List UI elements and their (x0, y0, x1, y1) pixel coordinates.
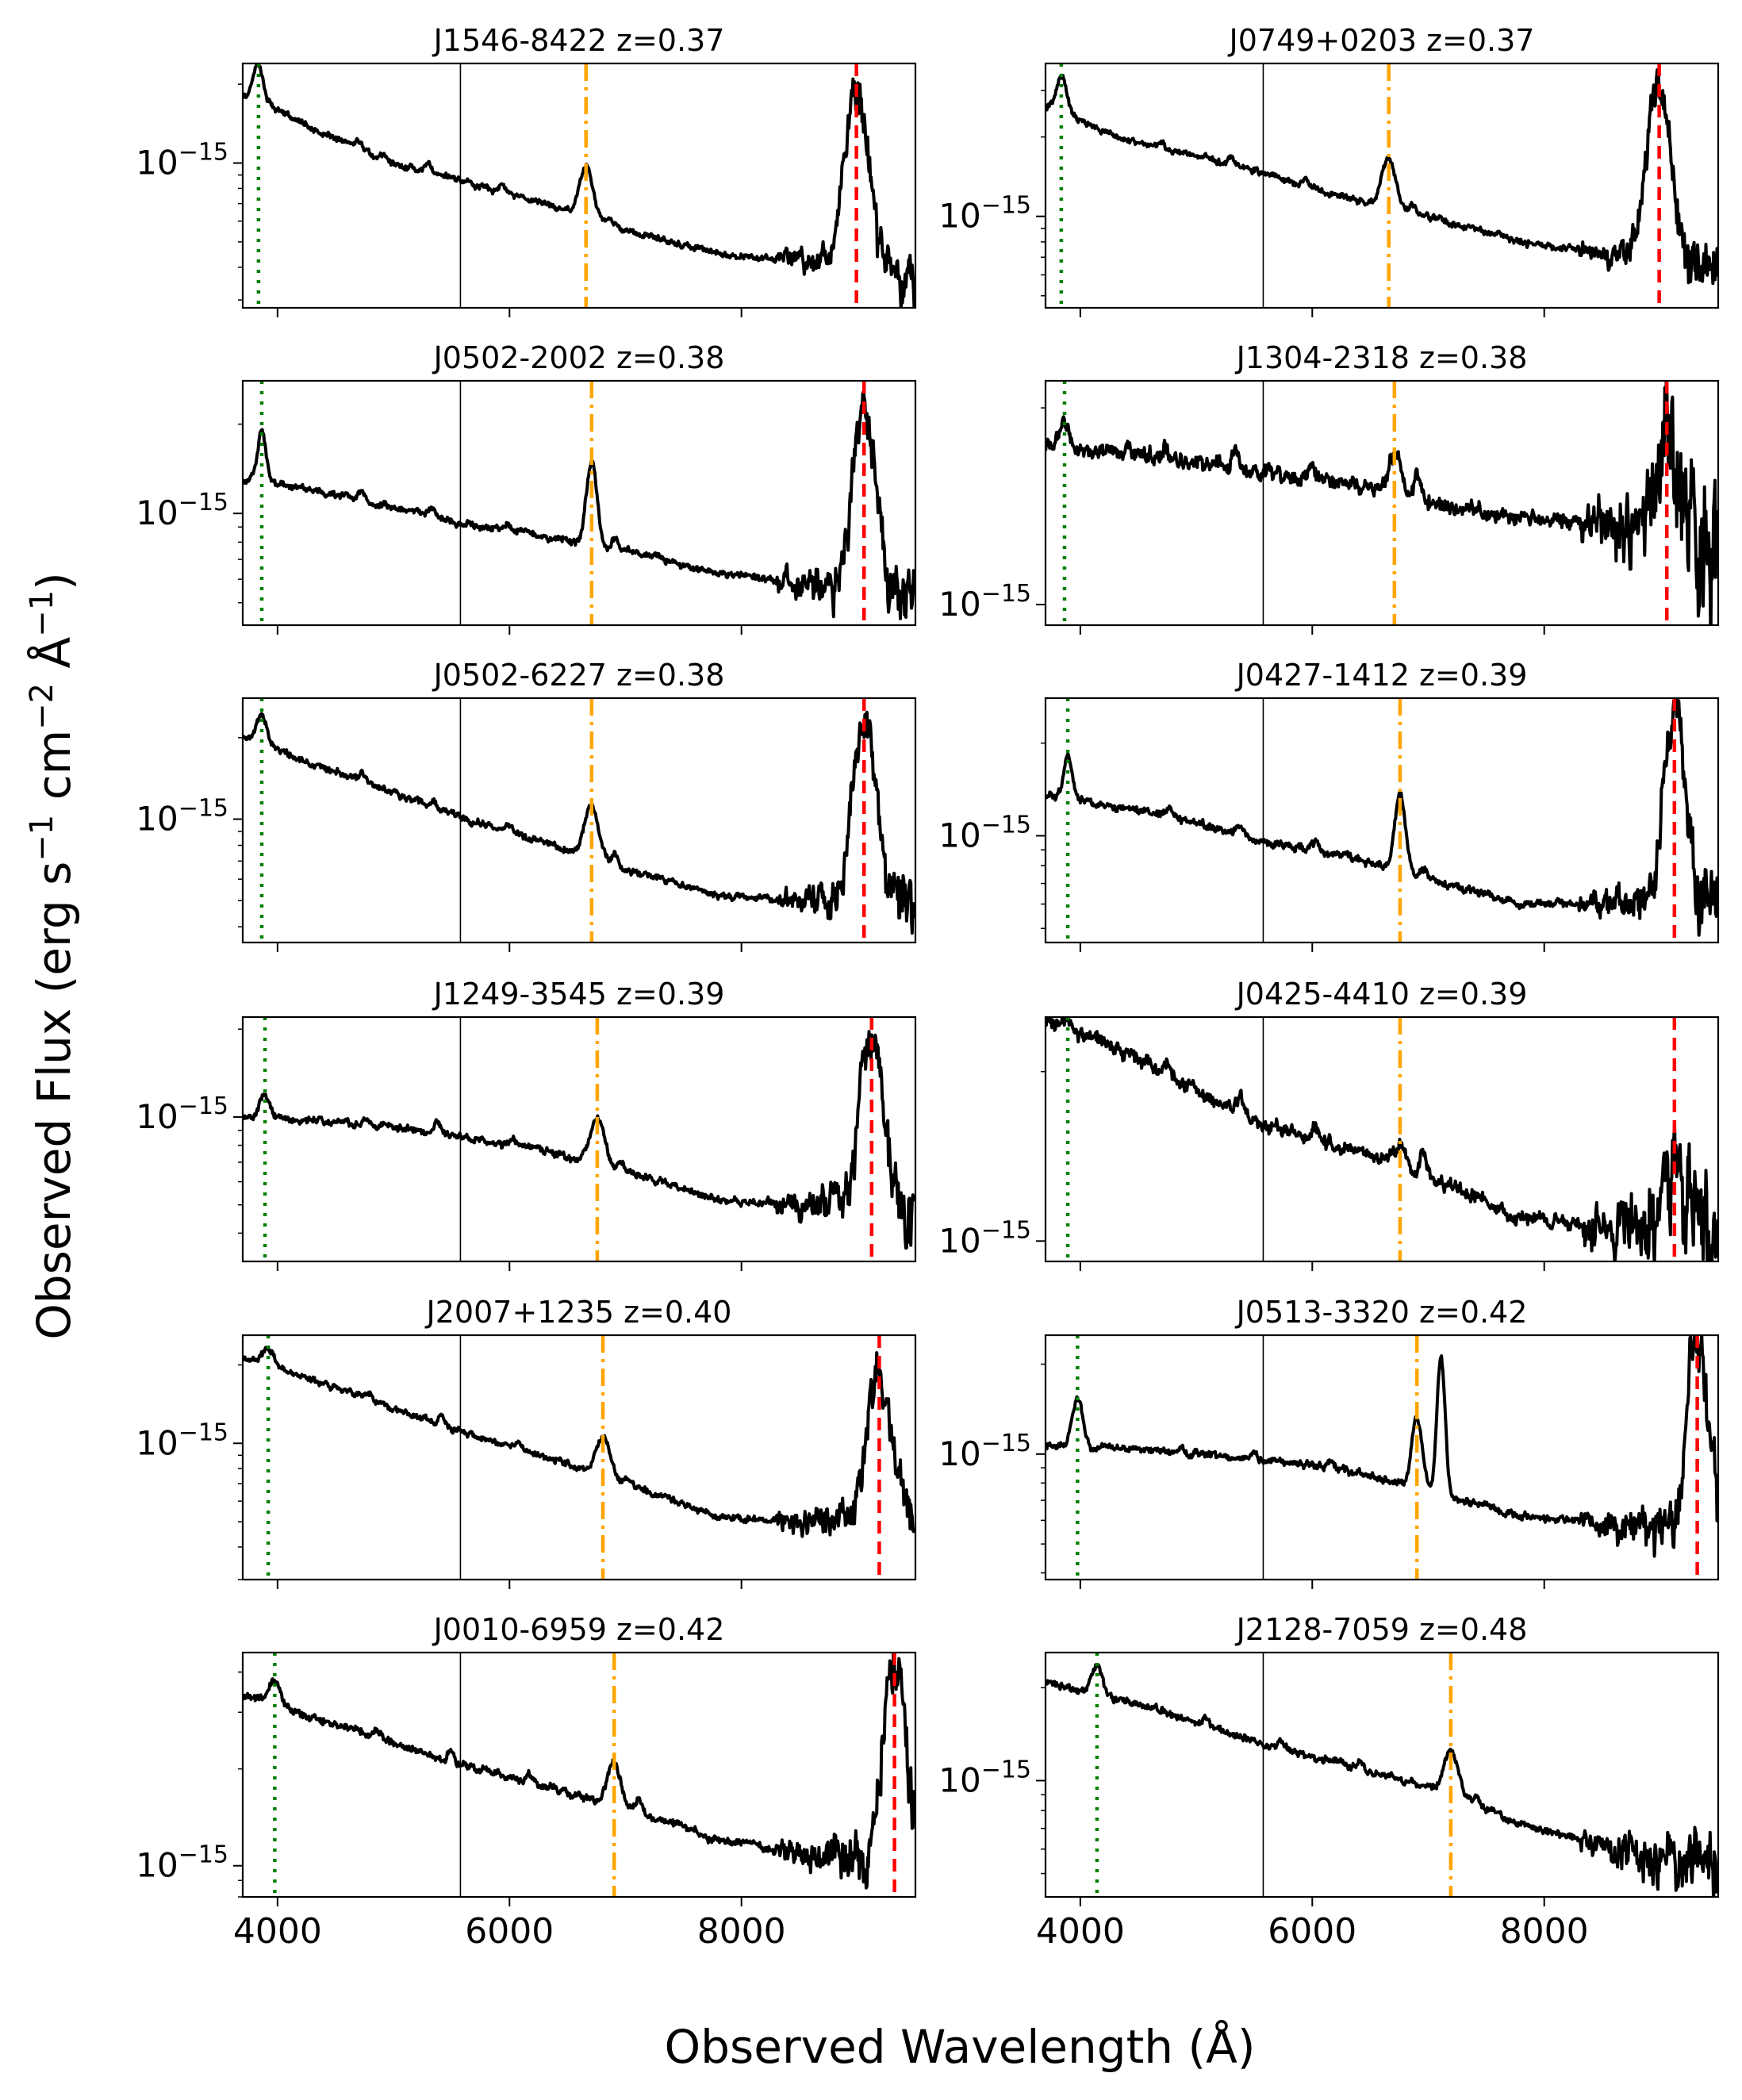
panel-frame (241, 1651, 917, 1898)
panel-title: J1249-3545 z=0.39 (432, 977, 725, 1012)
panel-title: J0502-6227 z=0.38 (432, 658, 725, 693)
x-tick-label: 8000 (1500, 1911, 1589, 1952)
x-tick-label: 8000 (697, 1911, 786, 1952)
panel-frame (1044, 1651, 1720, 1898)
panel-title: J0513-3320 z=0.42 (1235, 1295, 1528, 1330)
spectrum-panel: J0502-6227 z=0.38 10−15 (136, 658, 917, 952)
spectrum-line (243, 390, 915, 620)
y-axis-label: Observed Flux (erg s−1 cm−2 Å−1) (24, 572, 81, 1340)
y-tick-label: 10−15 (938, 580, 1031, 624)
panel-title: J2007+1235 z=0.40 (425, 1295, 732, 1330)
spectrum-panel: J0425-4410 z=0.39 10−15 (938, 977, 1720, 1271)
spectrum-panel: J0427-1412 z=0.39 10−15 (938, 658, 1720, 952)
spectrum-panel: J0749+0203 z=0.37 10−15 (938, 23, 1720, 317)
spectrum-line (243, 1030, 915, 1250)
panel-title: J2128-7059 z=0.48 (1235, 1612, 1528, 1647)
panel-frame (241, 1334, 917, 1581)
spectrum-line (243, 1653, 915, 1890)
spectrum-panel: J0010-6959 z=0.42 4000 6000 8000 10−15 (136, 1612, 917, 1952)
x-tick-label: 4000 (233, 1911, 322, 1952)
y-tick-label: 10−15 (938, 1216, 1031, 1260)
spectrum-panel: J2128-7059 z=0.48 4000 6000 8000 10−15 (938, 1612, 1720, 1952)
y-tick-label: 10−15 (136, 1841, 228, 1885)
spectrum-line (243, 710, 915, 935)
panel-frame (241, 1015, 917, 1263)
y-tick-label: 10−15 (938, 1756, 1031, 1799)
panel-frame (241, 697, 917, 944)
panel-title: J1546-8422 z=0.37 (432, 23, 725, 58)
panel-frame (1044, 1015, 1720, 1263)
y-tick-label: 10−15 (938, 192, 1031, 236)
panel-title: J0425-4410 z=0.39 (1235, 977, 1528, 1012)
panel-frame (241, 62, 917, 309)
spectrum-panel: J2007+1235 z=0.40 10−15 (136, 1295, 917, 1589)
y-tick-label: 10−15 (136, 489, 228, 532)
y-tick-label: 10−15 (136, 1419, 228, 1462)
spectrum-line (1046, 1335, 1718, 1558)
spectrum-line (1046, 381, 1718, 625)
spectrum-line (1046, 1663, 1718, 1897)
panel-title: J0749+0203 z=0.37 (1228, 23, 1535, 58)
panel-title: J0427-1412 z=0.39 (1235, 658, 1528, 693)
panel-frame (1044, 379, 1720, 627)
spectrum-panel: J1249-3545 z=0.39 10−15 (136, 977, 917, 1271)
y-tick-label: 10−15 (136, 139, 228, 182)
spectrum-line (1046, 1017, 1718, 1261)
spectrum-panel: J1304-2318 z=0.38 10−15 (938, 340, 1720, 635)
panel-frame (1044, 1334, 1720, 1581)
spectrum-line (243, 1346, 915, 1538)
y-tick-label: 10−15 (136, 1092, 228, 1136)
spectrum-panel: J0513-3320 z=0.42 10−15 (938, 1295, 1720, 1589)
panel-title: J0502-2002 z=0.38 (432, 340, 725, 375)
y-tick-label: 10−15 (136, 795, 228, 839)
x-tick-label: 6000 (1268, 1911, 1356, 1952)
panel-title: J1304-2318 z=0.38 (1235, 340, 1528, 375)
panel-frame (1044, 62, 1720, 309)
spectrum-line (1046, 68, 1718, 286)
y-tick-label: 10−15 (938, 811, 1031, 854)
spectrum-panel: J1546-8422 z=0.37 10−15 (136, 23, 917, 317)
x-tick-label: 4000 (1036, 1911, 1125, 1952)
spectrum-panel: J0502-2002 z=0.38 10−15 (136, 340, 917, 635)
spectrum-line (243, 63, 915, 308)
spectrum-line (1046, 698, 1718, 937)
panel-frame (241, 379, 917, 627)
panel-grid: J1546-8422 z=0.37 10−15 J0749+0203 z=0.37 1… (136, 23, 1720, 1952)
x-axis-label: Observed Wavelength (Å) (665, 2019, 1256, 2074)
panel-title: J0010-6959 z=0.42 (432, 1612, 725, 1647)
x-tick-label: 6000 (465, 1911, 554, 1952)
y-tick-label: 10−15 (938, 1430, 1031, 1473)
panel-frame (1044, 697, 1720, 944)
